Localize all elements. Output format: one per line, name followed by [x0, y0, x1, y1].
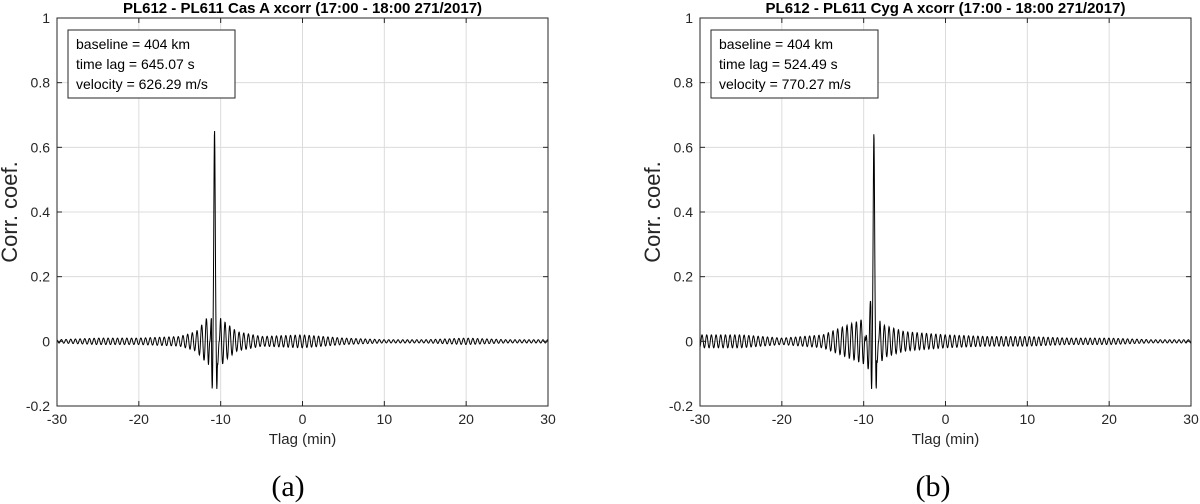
y-tick-label-a: 0.2	[31, 269, 51, 285]
x-tick-label-a: 20	[458, 411, 474, 427]
annotation-line-a: time lag = 645.07 s	[76, 56, 195, 72]
y-tick-label-a: 0.6	[31, 139, 51, 155]
x-axis-label-b: Tlag (min)	[912, 431, 980, 448]
annotation-line-a: baseline = 404 km	[76, 36, 190, 52]
x-tick-label-b: -20	[772, 411, 792, 427]
y-tick-label-a: 0	[42, 333, 50, 349]
y-tick-label-a: 0.4	[31, 204, 51, 220]
panel-a: -30 -20 -10 0 10 20 30 -0.2 0 0.2 0.4 0.6 0.8 1 PL612 …	[0, 0, 556, 448]
x-tick-label-a: -10	[211, 411, 231, 427]
y-tick-label-a: 0.8	[31, 75, 51, 91]
x-tick-label-b: -30	[690, 411, 710, 427]
panel-b: -30 -20 -10 0 10 20 30 -0.2 0 0.2 0.4 0.6 0.8 1 PL612 …	[640, 0, 1199, 448]
y-tick-label-a: 1	[42, 10, 50, 26]
y-tick-label-b: 0.4	[674, 204, 694, 220]
x-tick-label-a: -30	[47, 411, 67, 427]
annotation-line-b: time lag = 524.49 s	[719, 56, 838, 72]
y-tick-label-b: 0.6	[674, 139, 694, 155]
y-tick-label-b: 0.8	[674, 75, 694, 91]
x-axis-label-a: Tlag (min)	[269, 431, 337, 448]
annotation-line-b: baseline = 404 km	[719, 36, 833, 52]
series-line-b	[699, 134, 1192, 389]
x-tick-label-b: 0	[942, 411, 950, 427]
annotation-line-a: velocity = 626.29 m/s	[76, 76, 208, 92]
y-tick-label-b: 0	[685, 333, 693, 349]
x-tick-label-b: 20	[1101, 411, 1117, 427]
annotation-box-b	[710, 29, 879, 99]
x-tick-label-b: 10	[1020, 411, 1036, 427]
series-line-a	[56, 130, 549, 389]
chart-title-b: PL612 - PL611 Cyg A xcorr (17:00 - 18:00…	[766, 0, 1126, 17]
caption-b: (b)	[915, 470, 951, 503]
x-tick-label-b: -10	[854, 411, 874, 427]
y-axis-label-a: Corr. coef.	[0, 161, 22, 262]
y-tick-label-b: -0.2	[669, 398, 693, 414]
x-tick-label-a: 30	[540, 411, 556, 427]
x-tick-label-b: 30	[1183, 411, 1199, 427]
x-tick-label-a: 0	[299, 411, 307, 427]
x-tick-label-a: 10	[377, 411, 393, 427]
y-axis-label-b: Corr. coef.	[640, 161, 665, 262]
y-tick-label-a: -0.2	[26, 398, 50, 414]
y-tick-label-b: 1	[685, 10, 693, 26]
y-tick-label-b: 0.2	[674, 269, 694, 285]
annotation-box-a	[67, 29, 236, 99]
annotation-line-b: velocity = 770.27 m/s	[719, 76, 851, 92]
chart-title-a: PL612 - PL611 Cas A xcorr (17:00 - 18:00…	[123, 0, 482, 17]
caption-a: (a)	[271, 470, 305, 503]
x-tick-label-a: -20	[129, 411, 149, 427]
